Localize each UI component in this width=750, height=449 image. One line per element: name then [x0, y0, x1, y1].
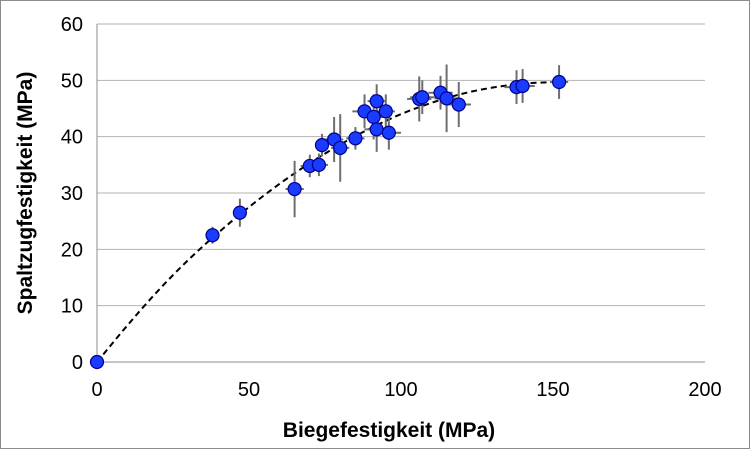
trend-line: [96, 81, 554, 363]
data-point: [551, 74, 567, 90]
data-point: [451, 97, 466, 112]
data-point: [369, 94, 384, 109]
data-point: [366, 109, 381, 125]
y-tick-label: 30: [61, 183, 83, 205]
x-axis-title: Biegefestigkeit (MPa): [283, 419, 495, 442]
data-point: [89, 354, 105, 370]
y-tick-label: 50: [61, 70, 83, 92]
y-tick-label: 40: [61, 127, 83, 149]
data-point: [333, 140, 348, 156]
x-tick-label: 50: [238, 379, 260, 401]
x-tick-label: 150: [536, 379, 569, 401]
y-tick-label: 20: [61, 239, 83, 261]
data-point: [515, 78, 530, 94]
x-tick-labels: 0 50 100 150 200: [91, 379, 721, 401]
data-point: [232, 205, 247, 220]
data-points: [89, 74, 567, 370]
data-point: [311, 157, 327, 172]
data-point: [314, 138, 330, 153]
data-point: [369, 122, 384, 137]
y-tick-labels: 0 10 20 30 40 50 60: [61, 14, 83, 374]
data-point: [287, 181, 302, 197]
y-tick-label: 10: [61, 296, 83, 318]
y-tick-label: 60: [61, 14, 83, 36]
data-point: [378, 104, 393, 119]
x-tick-label: 200: [688, 379, 721, 401]
data-point: [381, 125, 396, 140]
x-tick-label: 0: [91, 379, 102, 401]
data-point: [439, 91, 454, 106]
y-tick-label: 0: [72, 352, 83, 374]
data-point: [348, 131, 363, 146]
gridlines: [97, 23, 705, 307]
x-tick-label: 100: [384, 379, 417, 401]
y-axis-title: Spaltzugfestigkeit (MPa): [14, 72, 37, 315]
data-point: [205, 228, 220, 243]
data-point: [415, 90, 430, 105]
